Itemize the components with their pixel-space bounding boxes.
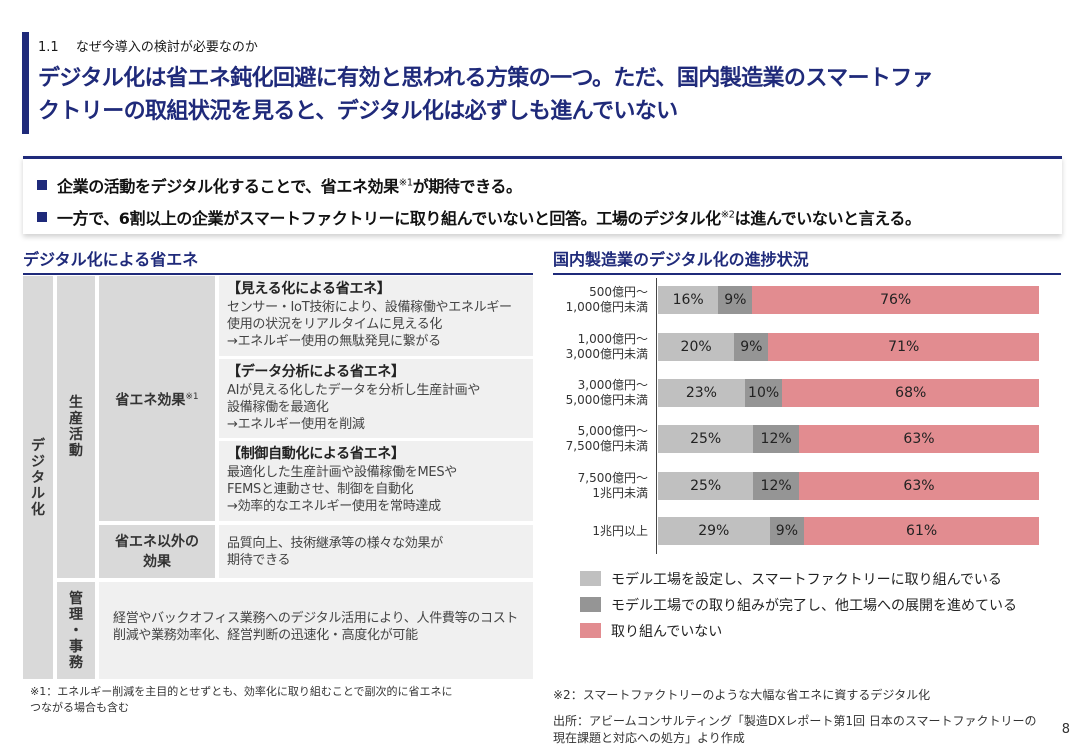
footnote-line: ※1：エネルギー削減を主目的とせずとも、効率化に取り組むことで副次的に省エネに [30,685,453,698]
square-bullet-icon [37,180,47,190]
visualization-item: 【見える化による省エネ】 センサー・IoT技術により、設備稼働やエネルギー 使用… [219,276,533,356]
item-line: 経営やバックオフィス業務へのデジタル活用により、人件費等のコスト [113,611,519,626]
bar-segment: 12% [753,472,799,500]
source-line: 現在課題と対応への処方」より作成 [553,731,745,745]
square-bullet-icon [37,212,47,222]
item-line: →エネルギー使用の無駄発見に繋がる [227,334,441,349]
summary-bullet-1: 企業の活動をデジタル化することで、省エネ効果※1が期待できる。 [37,173,522,197]
item-line: 削減や業務効率化、経営判断の迅速化・高度化が可能 [113,628,418,643]
category-label: 7,500億円～ 1兆円未満 [577,471,648,500]
production-activity-label: 生産活動 [57,276,95,578]
bar-segment: 16% [658,286,719,314]
legend-swatch [580,571,601,586]
footnote-2: ※2：スマートファクトリーのような大幅な省エネに資するデジタル化 [553,688,931,702]
item-line: センサー・IoT技術により、設備稼働やエネルギー [227,300,512,315]
category-label: 1,000億円～ 3,000億円未満 [565,332,648,361]
item-line: AIが見える化したデータを分析し生産計画や [227,383,481,398]
root-label-digitalization: デジタル化 [23,276,53,679]
vertical-label-text: 管理・事務 [69,590,83,671]
page-title-line-1: デジタル化は省エネ鈍化回避に有効と思われる方策の一つ。ただ、国内製造業のスマート… [38,66,934,91]
category-label: 5,000億円～ 7,500億円未満 [565,424,648,453]
other-effects-label: 省エネ以外の 効果 [99,525,215,578]
right-section-header: 国内製造業のデジタル化の進捗状況 [553,246,1061,275]
category-label: 1兆円以上 [592,523,648,538]
bar-segment: 12% [753,425,799,453]
item-line: →効率的なエネルギー使用を常時達成 [227,499,441,514]
legend-swatch [580,623,601,638]
bar-segment: 61% [804,517,1039,545]
source-citation: 出所：アビームコンサルティング「製造DXレポート第1回 日本のスマートファクトリ… [553,713,1063,747]
item-line: FEMSと連動させ、制御を自動化 [227,482,414,497]
item-line: 最適化した生産計画や設備稼働をMESや [227,465,457,480]
control-automation-item: 【制御自動化による省エネ】 最適化した生産計画や設備稼働をMESや FEMSと連… [219,441,533,521]
legend-swatch [580,597,601,612]
legend-label: 取り組んでいない [611,624,723,640]
category-label: 500億円～ 1,000億円未満 [565,285,648,314]
summary-box: 企業の活動をデジタル化することで、省エネ効果※1が期待できる。 一方で、6割以上… [23,156,1062,234]
item-title: 【見える化による省エネ】 [227,281,391,297]
chart-axis-line [656,278,657,554]
title-accent-bar [22,32,29,134]
item-line: 使用の状況をリアルタイムに見える化 [227,317,443,332]
summary-bullet-2: 一方で、6割以上の企業がスマートファクトリーに取り組んでいないと回答。工場のデジ… [37,205,921,229]
vertical-label-text: 生産活動 [69,395,83,459]
management-detail: 経営やバックオフィス業務へのデジタル活用により、人件費等のコスト 削減や業務効率… [99,582,533,679]
bar-segment: 20% [658,333,735,361]
footnote-line: つながる場合も含む [30,701,129,714]
bar-segment: 25% [658,425,754,453]
bar-segment: 25% [658,472,754,500]
item-line: 設備稼働を最適化 [227,400,329,415]
page-title: デジタル化は省エネ鈍化回避に有効と思われる方策の一つ。ただ、国内製造業のスマート… [38,62,1068,128]
page-title-line-2: クトリーの取組状況を見ると、デジタル化は必ずしも進んでいない [38,99,678,124]
progress-stacked-bar-chart: 500億円～ 1,000億円未満 16% 9% 76% 1,000億円～ 3,000億円未満… [553,278,1063,560]
bar-segment: 23% [658,379,745,407]
legend-item: モデル工場での取り組みが完了し、他工場への展開を進めている [580,595,1017,615]
item-line: 期待できる [227,553,291,568]
legend-item: モデル工場を設定し、スマートファクトリーに取り組んでいる [580,569,1002,589]
legend-item: 取り組んでいない [580,621,722,641]
bar-segment: 76% [752,286,1039,314]
energy-saving-effect-label: 省エネ効果※1 [99,276,215,521]
page-number: 8 [1061,722,1070,737]
bar-segment: 9% [718,286,753,314]
legend-label: モデル工場を設定し、スマートファクトリーに取り組んでいる [611,572,1002,588]
bar-segment: 10% [744,379,783,407]
bar-segment: 29% [658,517,770,545]
data-analysis-item: 【データ分析による省エネ】 AIが見える化したデータを分析し生産計画や 設備稼働… [219,359,533,438]
section-heading: 1.1 なぜ今導入の検討が必要なのか [38,40,258,55]
other-effects-detail: 品質向上、技術継承等の様々な効果が 期待できる [219,525,533,578]
management-label: 管理・事務 [57,582,95,679]
bar-segment: 68% [782,379,1039,407]
item-line: →エネルギー使用を削減 [227,417,365,432]
bar-segment: 9% [769,517,805,545]
vertical-label-text: デジタル化 [31,437,45,518]
bar-segment: 63% [798,425,1039,453]
footnote-1: ※1：エネルギー削減を主目的とせずとも、効率化に取り組むことで副次的に省エネに … [30,684,530,716]
bar-segment: 9% [734,333,769,361]
bar-segment: 71% [768,333,1039,361]
category-label: 3,000億円～ 5,000億円未満 [565,378,648,407]
item-title: 【データ分析による省エネ】 [227,364,405,380]
source-line: 出所：アビームコンサルティング「製造DXレポート第1回 日本のスマートファクトリ… [553,714,1037,728]
left-section-header: デジタル化による省エネ [23,246,533,275]
legend-label: モデル工場での取り組みが完了し、他工場への展開を進めている [611,598,1017,614]
item-line: 品質向上、技術継承等の様々な効果が [227,536,443,551]
bar-segment: 63% [798,472,1039,500]
item-title: 【制御自動化による省エネ】 [227,446,405,462]
